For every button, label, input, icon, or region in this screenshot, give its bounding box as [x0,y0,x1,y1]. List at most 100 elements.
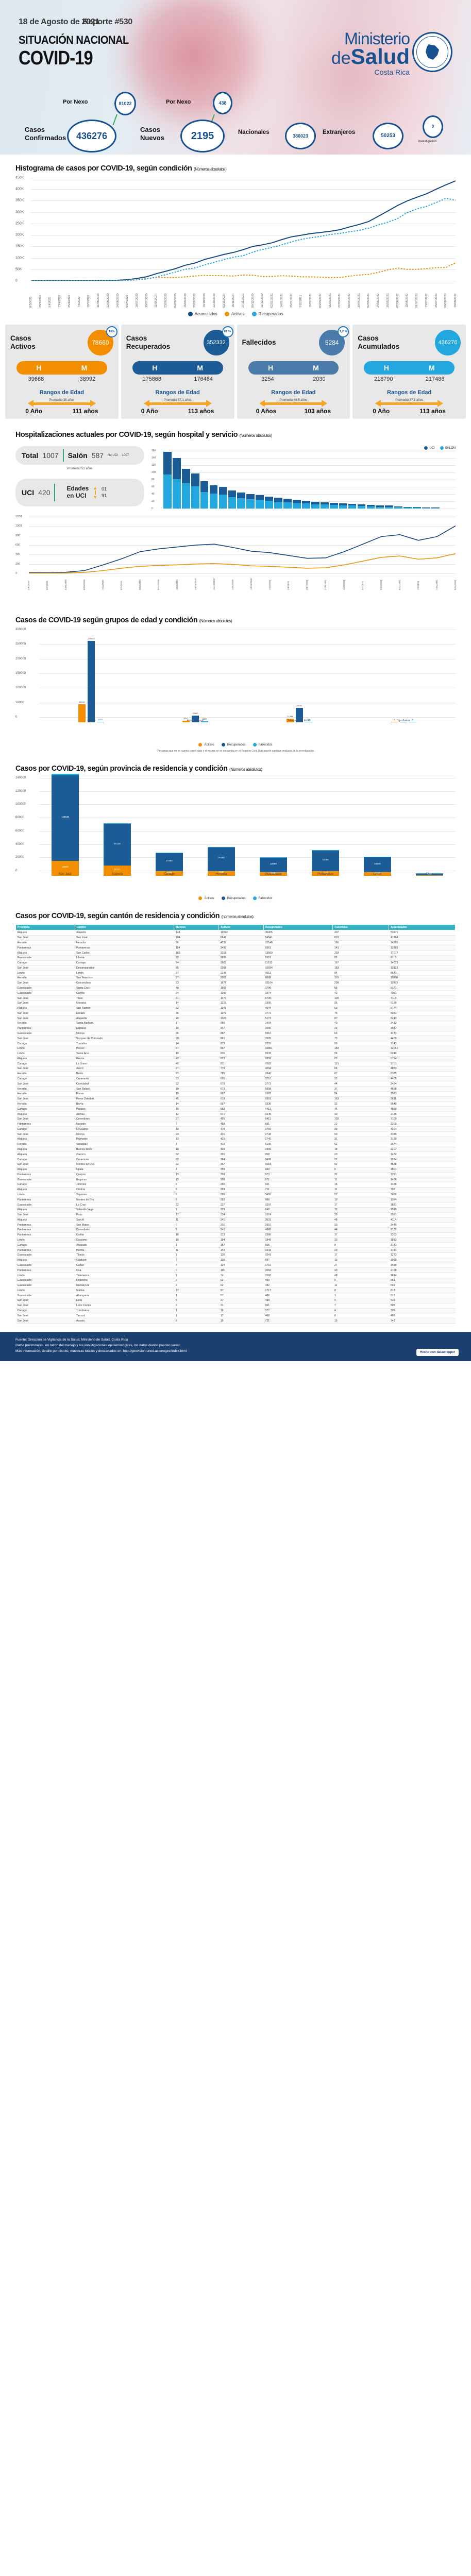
y-axis-tick: 400 [15,553,21,556]
table-cell: La Union [75,1061,174,1067]
legend-label: Acumulados [194,312,217,316]
table-row: Guanacaste Liberia 32 2699 5551 83 8113 [15,955,456,961]
gridline [163,494,456,495]
table-cell: 9361 [263,945,333,951]
table-cell: 6243 [389,1015,456,1022]
gridline [31,189,456,190]
y-axis-tick: 1000 [15,524,22,528]
table-cell: San José [15,1116,75,1122]
table-row: San José Alajuelita 40 1023 5173 87 6243 [15,1015,456,1022]
datawrapper-badge[interactable]: Hecho con datawrapper [416,1348,459,1357]
rangos-edad-label: Rangos de Edad [387,389,432,396]
x-axis-category: Adulto Mayor [187,719,204,722]
table-cell: 1560 [263,1273,333,1278]
x-axis-tick: 7/11/2020 [102,580,104,590]
table-cell: Tibas [75,995,174,1001]
gender-values: 3254 2030 [242,376,345,382]
table-row: Heredia Flores 19 607 1682 24 3583 [15,1091,456,1097]
table-cell: 3386 [263,1232,333,1238]
gender-m-value: 217486 [425,376,445,382]
footer-link[interactable]: Más información, detalle por distrito, m… [15,1349,187,1353]
table-cell: 10 [174,1147,219,1153]
hospital-bar-uci [163,452,172,474]
x-axis-tick: 07/06/2021 [396,293,399,308]
table-cell: Grecia [75,1056,174,1062]
series-acumulados [31,180,456,281]
table-cell: Oreamuno [75,1157,174,1162]
table-cell: 197 [332,960,389,966]
y-axis-tick: 0 [15,716,18,719]
table-cell: 8068 [263,975,333,981]
x-axis-tick: 8/1/2020 [120,581,123,590]
table-cell: 9 [174,1187,219,1193]
table-row: Alajuela San Carlos 183 3318 13569 203 17077 [15,950,456,956]
legend-dot [198,743,203,747]
y-axis-tick: 0 [15,279,18,283]
table-cell: 5532 [263,1051,333,1057]
table-cell: 12 [174,1111,219,1117]
table-cell: 5371 [389,986,456,991]
gridline [39,791,456,792]
hospital-bar-uci [366,505,375,506]
table-row: Puntarenas Parrita 11 143 1543 23 1731 [15,1247,456,1253]
table-cell: 37 [174,970,219,976]
table-cell: 4512 [263,970,333,976]
hospital-bar-chart: 160 140 120 100 80 60 40 20 0 [152,449,456,510]
table-cell: 486 [389,1313,456,1319]
table-cell: 679 [218,1081,264,1087]
hospital-bar-salon [181,483,190,509]
gridline [31,212,456,213]
table-cell: Siquirres [75,1192,174,1198]
hospital-evolution-plot [29,526,456,573]
table-cell: 233 [218,1207,264,1213]
hospital-bar-salon [218,495,227,509]
hospital-bar-salon [394,507,403,509]
table-cell: 3600 [389,1192,456,1198]
table-cell: San Mateo [75,1222,174,1228]
table-cell: Perez Zeledon [75,1096,174,1102]
table-cell: Quepos [75,1172,174,1178]
table-cell: 2209 [389,1122,456,1127]
x-axis-tick: 30/07/2020 [145,293,148,308]
provincia-title: Casos por COVID-19, según provincia de r… [15,764,433,773]
y-axis-tick: 250000 [15,642,26,646]
series-total [29,526,456,573]
table-row: Heredia Sarapiqui 7 416 5196 62 3674 [15,1142,456,1147]
x-axis-tick: 19/06/2021 [406,293,409,308]
y-axis-tick: 150000 [15,672,26,675]
hospital-bar-uci [256,495,264,500]
hospital-bar-salon [237,498,246,509]
table-row: Alajuela Upala 1 359 940 6 1601 [15,1167,456,1173]
legend-dot [224,312,229,316]
table-row: Heredia Heredia 56 4239 10148 186 14595 [15,940,456,946]
y-axis-tick: 1200 [15,515,22,518]
table-cell: Guatuso [75,1258,174,1263]
legend-item: Activos [198,896,214,900]
table-cell: 887 [218,1031,264,1037]
table-cell: 157 [218,1242,264,1248]
table-row: Guanacaste La Cruz 22 237 1097 17 1871 [15,1202,456,1208]
table-cell: 203 [332,950,389,956]
kpi-name: Casos Activos [10,334,36,350]
table-cell: 290 [218,1192,264,1198]
table-cell: 66 [332,1031,389,1037]
provincia-bar-activos [416,875,443,876]
table-cell: Osa [75,1267,174,1274]
gridline [29,564,456,565]
age-range-arrow-icon [242,400,345,407]
arrow-line [27,400,96,407]
table-cell: Orotina [75,1187,174,1193]
table-cell: 2699 [218,955,264,961]
kpi-percent-badge: 81 % [222,326,233,337]
kpi-percent-badge: 18% [106,326,117,337]
table-cell: Heredia [15,1071,75,1077]
table-cell: 8 [332,1287,389,1294]
gridline [31,246,456,247]
table-cell: 30405 [263,930,333,936]
grupos-edad-note: *Personas que no se cuenta con el dato y… [156,750,315,753]
table-cell: Nicoya [75,1131,174,1138]
table-cell: 3353 [389,1232,456,1238]
table-cell: Tilarán [75,1252,174,1258]
table-cell: 1 [174,1242,219,1248]
